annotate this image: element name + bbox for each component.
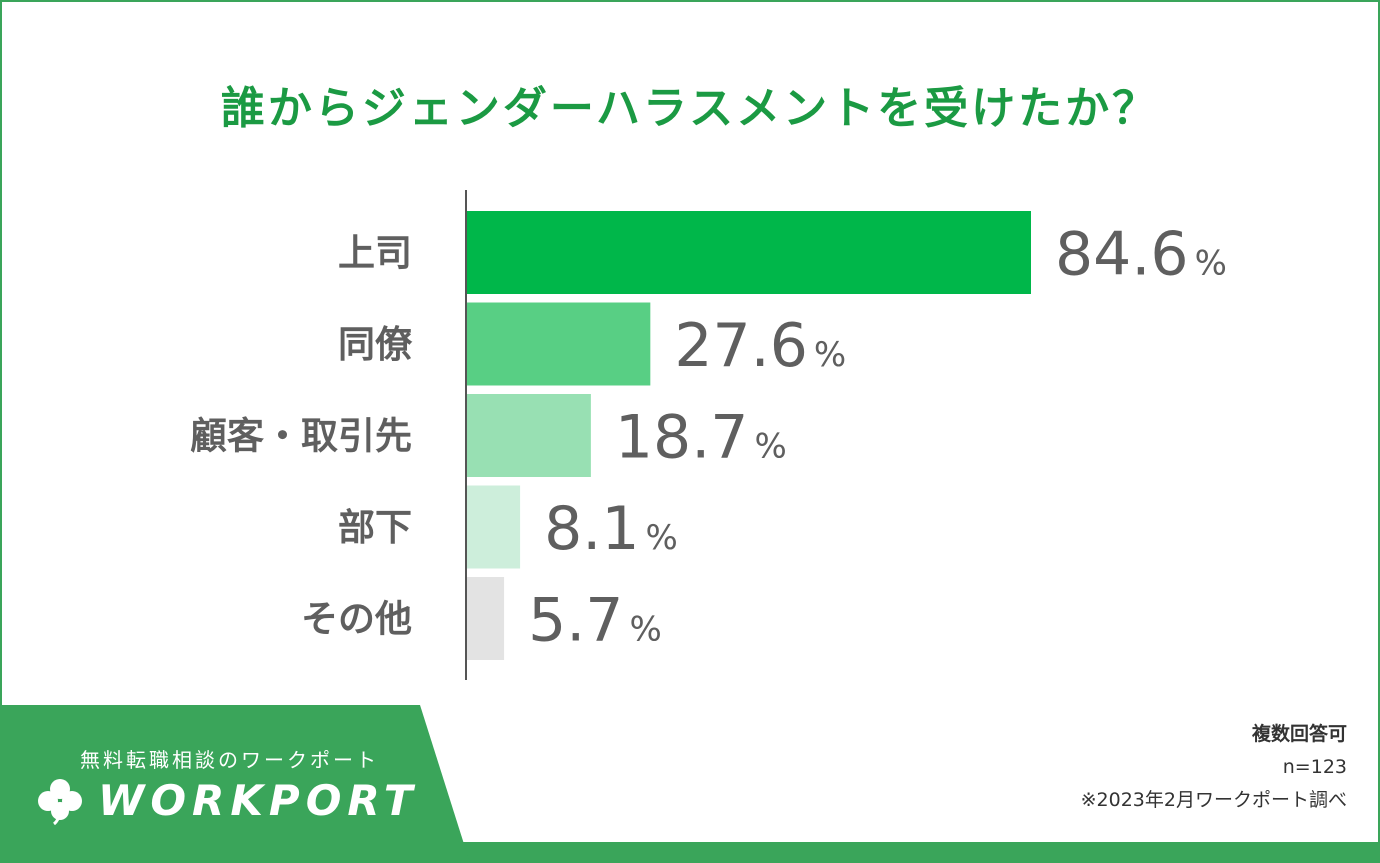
chart-title: 誰からジェンダーハラスメントを受けたか？ <box>220 83 1160 134</box>
bar-0 <box>466 211 1031 294</box>
bar-3 <box>466 485 521 569</box>
note-sample-size: n=123 <box>1282 756 1347 778</box>
data-label-2: 18.7% <box>615 403 787 473</box>
data-label-0: 84.6% <box>1055 220 1227 290</box>
logo-wordmark: WORKPORT <box>98 776 419 825</box>
category-label-2: 顧客・取引先 <box>190 415 412 458</box>
data-label-unit-4: % <box>629 610 661 650</box>
data-label-1: 27.6% <box>674 311 846 381</box>
clover-icon <box>38 778 82 825</box>
bar-4 <box>466 577 505 660</box>
data-label-unit-0: % <box>1195 244 1227 284</box>
workport-logo: WORKPORT <box>36 776 419 825</box>
data-label-4: 5.7% <box>528 586 662 656</box>
data-label-unit-1: % <box>814 335 846 375</box>
data-label-3: 8.1% <box>544 494 678 564</box>
data-label-unit-3: % <box>646 518 678 558</box>
chart-notes: 複数回答可 n=123 ※2023年2月ワークポート調べ <box>1081 718 1347 817</box>
bar-2 <box>466 394 591 477</box>
logo-panel <box>0 705 470 863</box>
bar-1 <box>466 302 651 386</box>
category-label-4: その他 <box>301 598 412 641</box>
category-label-1: 同僚 <box>338 323 413 366</box>
category-label-3: 部下 <box>338 506 412 549</box>
note-source: ※2023年2月ワークポート調べ <box>1080 789 1347 811</box>
note-multiple-answers: 複数回答可 <box>1251 723 1347 745</box>
logo-tagline: 無料転職相談のワークポート <box>80 748 379 772</box>
data-label-unit-2: % <box>754 427 786 467</box>
category-label-0: 上司 <box>338 232 412 275</box>
